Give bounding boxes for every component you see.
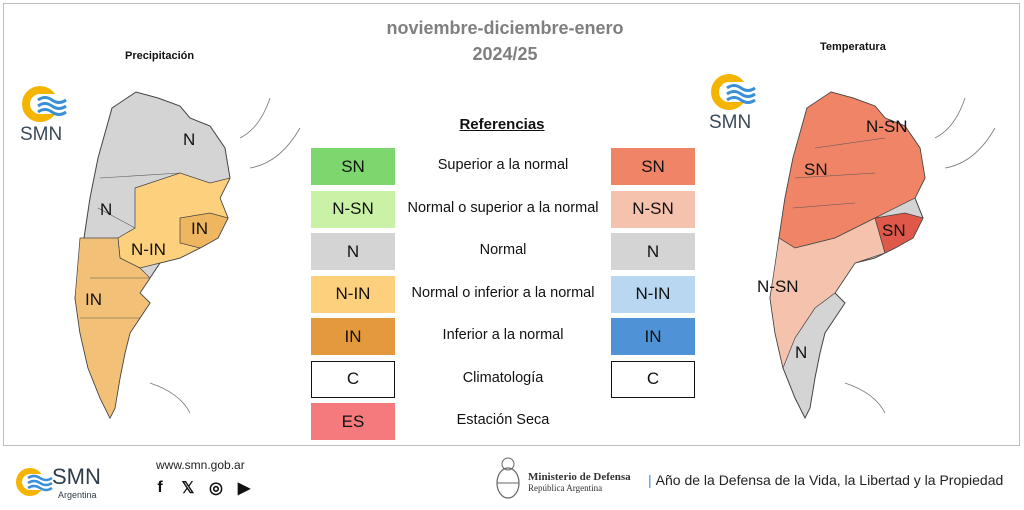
legend-precip-box: IN xyxy=(311,318,395,355)
legend-description: Normal xyxy=(479,242,527,258)
temp-region-label: N xyxy=(795,343,808,362)
legend-precip-box: N xyxy=(311,233,395,270)
legend-description: Normal o superior a la normal xyxy=(407,199,599,216)
smn-logo-text-left: SMN xyxy=(20,124,63,145)
legend-description: Superior a la normal xyxy=(437,157,569,173)
temperature-map-label: Temperatura xyxy=(820,41,886,53)
precip-region-label: N xyxy=(183,130,196,149)
page-subtitle-period: 2024/25 xyxy=(472,44,538,64)
smn-footer-logo-icon xyxy=(16,468,53,496)
social-links: f 𝕏 ◎ ▶ xyxy=(150,478,254,498)
smn-logo-icon xyxy=(711,74,756,110)
legend-temp-box: IN xyxy=(611,318,695,355)
legend-temp-box: C xyxy=(611,360,695,398)
footer-brand-sub: Argentina xyxy=(58,490,97,500)
national-coat-of-arms-icon xyxy=(496,457,520,499)
smn-logo-text-right: SMN xyxy=(709,112,752,133)
year-motto-text: Año de la Defensa de la Vida, la Liberta… xyxy=(655,472,1004,488)
instagram-icon[interactable]: ◎ xyxy=(209,480,223,497)
ministry-sub: República Argentina xyxy=(528,483,603,493)
youtube-icon[interactable]: ▶ xyxy=(237,480,251,497)
legend-temp-box: N-SN xyxy=(611,190,695,228)
precip-region-label: N-IN xyxy=(131,240,166,259)
precipitation-map-label: Precipitación xyxy=(125,50,195,62)
precip-region-label: IN xyxy=(191,219,208,238)
year-motto: | Año de la Defensa de la Vida, la Libert… xyxy=(648,472,1004,488)
legend-precip-box: N-SN xyxy=(311,190,395,228)
precip-region-label: IN xyxy=(85,290,102,309)
footer-brand: SMN xyxy=(52,464,101,489)
temperature-map xyxy=(769,91,996,420)
temp-region-label: SN xyxy=(882,221,906,240)
precip-region-label: N xyxy=(100,200,113,219)
legend-temp-box: SN xyxy=(611,148,695,185)
ministry-name: Ministerio de Defensa xyxy=(528,471,631,483)
precipitation-map xyxy=(74,91,301,420)
legend-precip-box: SN xyxy=(311,148,395,185)
temp-region-label: N-SN xyxy=(757,277,799,296)
x-twitter-icon[interactable]: 𝕏 xyxy=(181,480,195,497)
facebook-icon[interactable]: f xyxy=(157,479,163,496)
smn-logo-icon xyxy=(22,86,67,122)
website-link[interactable]: www.smn.gob.ar xyxy=(156,458,245,472)
temp-region-label: N-SN xyxy=(866,117,908,136)
legend-precip-box: N-IN xyxy=(311,275,395,313)
legend-precip-box: C xyxy=(311,360,395,398)
legend-temp-box: N xyxy=(611,233,695,270)
ministry-block: Ministerio de Defensa República Argentin… xyxy=(528,471,631,493)
legend-precip-box: ES xyxy=(311,403,395,440)
footer: SMN Argentina xyxy=(0,450,1024,510)
page-title: noviembre-diciembre-enero xyxy=(386,18,624,38)
legend-description: Estación Seca xyxy=(456,412,550,428)
legend-description: Inferior a la normal xyxy=(442,327,564,343)
legend-description: Normal o inferior a la normal xyxy=(411,284,595,301)
legend-temp-box: N-IN xyxy=(611,275,695,313)
temp-region-label: SN xyxy=(804,160,828,179)
legend-description: Climatología xyxy=(462,369,544,386)
legend-heading: Referencias xyxy=(459,116,545,133)
